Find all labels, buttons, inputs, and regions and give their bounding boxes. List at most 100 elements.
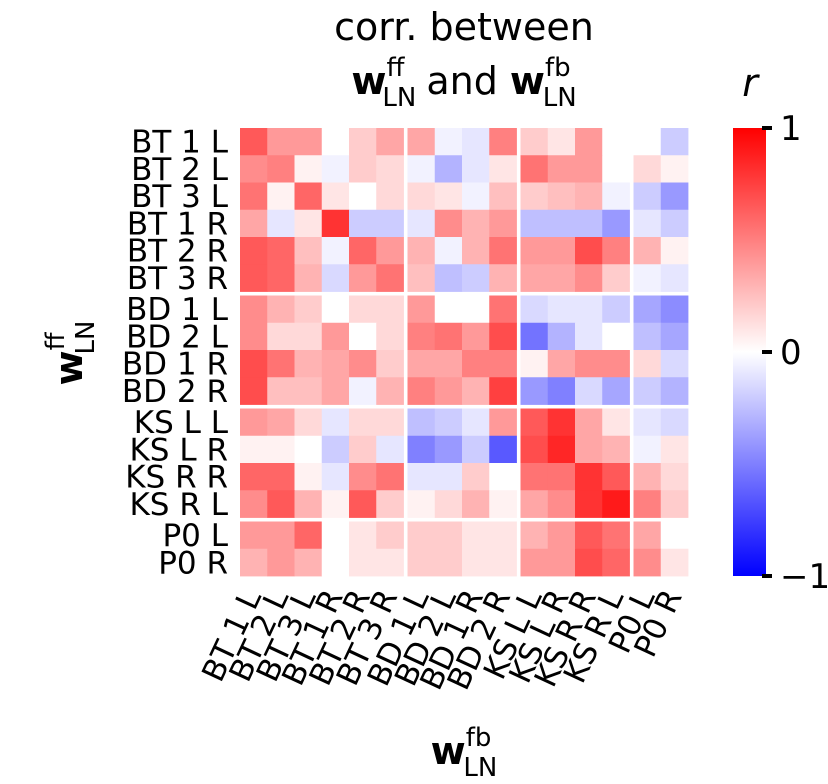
heatmap-cell (602, 322, 630, 351)
heatmap-cell (407, 463, 436, 491)
heatmap-cell (434, 182, 463, 211)
heatmap-cell (660, 295, 689, 324)
heatmap-cell (240, 350, 268, 378)
heatmap-cell (462, 295, 490, 324)
heatmap-cell (602, 435, 630, 464)
heatmap-cell (240, 548, 268, 577)
heatmap-cell (376, 463, 404, 491)
heatmap-cell (349, 182, 377, 211)
heatmap-cell (267, 548, 295, 577)
xlabel-bold: w (431, 729, 466, 773)
heatmap-cell (520, 237, 549, 265)
heatmap-cell (407, 128, 436, 156)
heatmap-cell (376, 490, 404, 518)
heatmap-cell (462, 322, 490, 351)
heatmap-cell (602, 155, 630, 183)
heatmap-cell (407, 435, 436, 464)
heatmap-cell (520, 128, 549, 156)
heatmap-cell (520, 182, 549, 211)
heatmap-cell (434, 490, 463, 518)
heatmap-cell (407, 377, 436, 405)
ylabel-sub: LN (71, 321, 101, 355)
heatmap-cell (520, 264, 549, 292)
row-label: BD 1 R (122, 347, 228, 383)
heatmap-cell (376, 350, 404, 378)
heatmap-cell (462, 408, 490, 437)
heatmap-cell (462, 237, 490, 265)
heatmap-cell (547, 521, 576, 550)
heatmap-cell (294, 377, 323, 405)
title-wff-sup: ff (386, 53, 405, 83)
heatmap-cell (267, 377, 295, 405)
heatmap-cell (547, 463, 576, 491)
heatmap-cell (434, 548, 463, 577)
heatmap-cell (321, 490, 350, 518)
heatmap-cell (267, 295, 295, 324)
heatmap-cell (434, 128, 463, 156)
heatmap-cell (434, 377, 463, 405)
heatmap-cell (349, 463, 377, 491)
heatmap-cell (462, 264, 490, 292)
heatmap-cell (602, 408, 630, 437)
heatmap-cell (321, 264, 350, 292)
heatmap-cell (489, 408, 517, 437)
heatmap-cell (547, 182, 576, 211)
row-label: P0 R (158, 545, 228, 581)
row-label: BD 2 L (126, 319, 229, 355)
heatmap-cell (376, 408, 404, 437)
heatmap-cell (376, 264, 404, 292)
xlabel-sup: fb (466, 723, 492, 753)
heatmap-cell (267, 350, 295, 378)
heatmap-cell (434, 295, 463, 324)
heatmap-cell (660, 264, 689, 292)
heatmap-cell (349, 295, 377, 324)
heatmap-cell (376, 182, 404, 211)
title-wfb-sub: LN (543, 83, 577, 113)
row-label: BT 2 R (127, 234, 228, 270)
heatmap-cell (520, 521, 549, 550)
heatmap-cell (294, 295, 323, 324)
heatmap-cell (547, 295, 576, 324)
heatmap-cell (602, 377, 630, 405)
heatmap-cell (633, 350, 662, 378)
heatmap-cell (660, 521, 689, 550)
x-axis-label: wfb LN (431, 723, 498, 783)
heatmap-cell (575, 521, 603, 550)
heatmap-cell (240, 237, 268, 265)
row-label: BT 3 R (127, 261, 228, 297)
heatmap-cell (376, 237, 404, 265)
heatmap-cell (602, 548, 630, 577)
heatmap-cell (633, 209, 662, 238)
heatmap-cell (349, 350, 377, 378)
heatmap-cell (349, 237, 377, 265)
heatmap-cell (294, 128, 323, 156)
heatmap-cell (547, 209, 576, 238)
heatmap-cell (321, 377, 350, 405)
row-label: P0 L (162, 518, 228, 554)
row-label: KS L R (129, 432, 228, 468)
heatmap-cell (240, 295, 268, 324)
heatmap-cell (547, 155, 576, 183)
heatmap-cell (407, 521, 436, 550)
heatmap-cell (434, 155, 463, 183)
heatmap-cell (240, 463, 268, 491)
title-wfb-sup: fb (545, 53, 571, 83)
heatmap-cell (321, 548, 350, 577)
heatmap-cell (294, 408, 323, 437)
chart-title: corr. between wff LN and wfb LN (334, 5, 594, 113)
heatmap-cell (462, 377, 490, 405)
heatmap-cell (321, 521, 350, 550)
heatmap-cell (633, 322, 662, 351)
heatmap-cell (407, 490, 436, 518)
column-tick-labels: BT 1 LBT 2 LBT 3 LBT 1 RBT 2 RBT 3 RBD 1… (195, 584, 689, 696)
heatmap-cell (349, 408, 377, 437)
heatmap-cell (660, 322, 689, 351)
heatmap-cell (321, 237, 350, 265)
heatmap-cell (349, 521, 377, 550)
heatmap-cell (267, 128, 295, 156)
row-label: BT 1 R (127, 206, 228, 242)
heatmap-cell (489, 322, 517, 351)
heatmap-cell (462, 155, 490, 183)
heatmap-cell (489, 377, 517, 405)
heatmap-cell (660, 548, 689, 577)
